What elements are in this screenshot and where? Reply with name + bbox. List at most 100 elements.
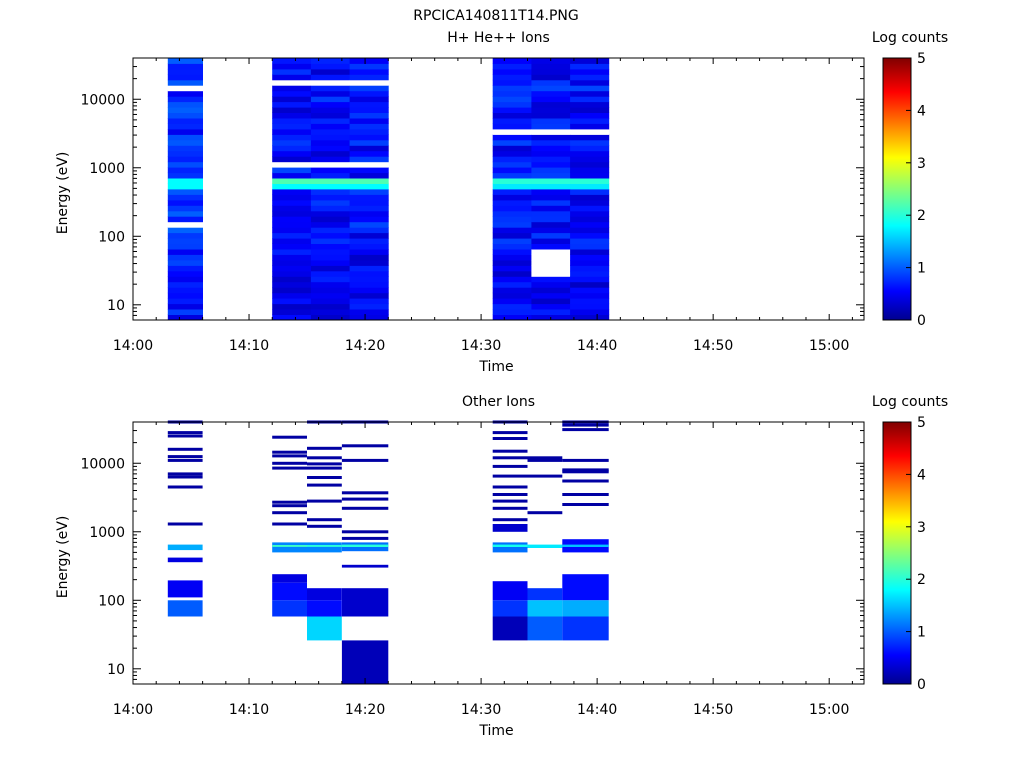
spectrogram-cell bbox=[492, 249, 532, 255]
spectrogram-cell bbox=[272, 101, 312, 108]
spectrogram-cell bbox=[531, 309, 571, 315]
x-tick-label: 14:50 bbox=[693, 702, 733, 718]
spectrogram-cell bbox=[570, 161, 610, 168]
spectrogram-cell bbox=[167, 129, 203, 135]
spectrogram-block bbox=[492, 581, 528, 601]
spectrogram-cell bbox=[272, 129, 312, 135]
spectrogram-cell bbox=[272, 134, 312, 141]
spectrogram-block bbox=[307, 542, 342, 553]
spectrogram-line bbox=[562, 493, 609, 496]
spectrogram-cell bbox=[310, 107, 350, 113]
spectrogram-cells bbox=[167, 420, 609, 684]
panel-title: Other Ions bbox=[462, 394, 535, 410]
y-tick-label: 1000 bbox=[89, 525, 125, 541]
spectrogram-cell bbox=[167, 139, 203, 146]
spectrogram-line bbox=[492, 456, 528, 460]
spectrogram-block bbox=[562, 616, 609, 641]
spectrogram-cell bbox=[531, 243, 571, 250]
spectrogram-cell bbox=[570, 194, 610, 201]
spectrogram-cell bbox=[272, 112, 312, 119]
spectrogram-cell bbox=[531, 281, 571, 288]
spectrogram-cell bbox=[272, 189, 312, 195]
spectrogram-cell bbox=[349, 85, 389, 92]
spectrogram-cell bbox=[492, 68, 532, 75]
colorbar-tick-label: 5 bbox=[917, 415, 926, 431]
spectrogram-cell bbox=[349, 292, 389, 299]
spectrogram-cell bbox=[272, 270, 312, 277]
spectrogram-cell bbox=[492, 150, 532, 157]
spectrogram-cell bbox=[531, 129, 571, 135]
spectrogram-cell bbox=[167, 90, 203, 97]
spectrogram-cell bbox=[492, 276, 532, 283]
spectrogram-cell bbox=[531, 183, 571, 190]
spectrogram-line bbox=[272, 466, 307, 470]
y-axis-label: Energy (eV) bbox=[55, 516, 71, 599]
spectrogram-cell bbox=[349, 199, 389, 206]
spectrogram-cell bbox=[310, 199, 350, 206]
spectrogram-block bbox=[562, 600, 609, 617]
spectrogram-cell bbox=[570, 96, 610, 103]
spectrogram-cell bbox=[531, 270, 571, 277]
spectrogram-cell bbox=[310, 156, 350, 163]
x-tick-label: 14:10 bbox=[229, 338, 269, 354]
spectrogram-cell bbox=[349, 238, 389, 244]
spectrogram-cell bbox=[349, 243, 389, 250]
spectrogram-line bbox=[272, 500, 307, 504]
spectrogram-cell bbox=[492, 287, 532, 294]
spectrogram-cell bbox=[310, 292, 350, 299]
spectrogram-cell bbox=[167, 63, 203, 70]
spectrogram-line bbox=[167, 472, 203, 476]
spectrogram-block bbox=[527, 544, 563, 548]
spectrogram-cell bbox=[492, 161, 532, 168]
spectrogram-cell bbox=[272, 167, 312, 174]
spectrogram-cell bbox=[310, 238, 350, 244]
x-tick-label: 14:00 bbox=[113, 702, 153, 718]
spectrogram-cell bbox=[167, 309, 203, 315]
spectrogram-block bbox=[527, 600, 563, 617]
spectrogram-cell bbox=[492, 139, 532, 146]
spectrogram-line bbox=[167, 455, 203, 459]
y-axis-label: Energy (eV) bbox=[55, 152, 71, 235]
spectrogram-line bbox=[527, 456, 563, 460]
spectrogram-cell bbox=[570, 134, 610, 141]
spectrogram-cell bbox=[531, 150, 571, 157]
spectrogram-cell bbox=[492, 167, 532, 174]
spectrogram-line bbox=[492, 437, 528, 440]
spectrogram-cell bbox=[531, 68, 571, 75]
spectrogram-cell bbox=[310, 194, 350, 201]
spectrogram-cell bbox=[167, 178, 203, 184]
spectrogram-cell bbox=[167, 298, 203, 305]
spectrogram-line bbox=[492, 431, 528, 435]
spectrogram-cell bbox=[310, 96, 350, 103]
spectrogram-cell bbox=[531, 139, 571, 146]
spectrogram-cell bbox=[272, 254, 312, 261]
spectrogram-cell bbox=[349, 96, 389, 103]
spectrogram-line bbox=[492, 464, 528, 468]
spectrogram-cell bbox=[492, 205, 532, 212]
spectrogram-cell bbox=[570, 145, 610, 152]
x-axis-label: Time bbox=[478, 723, 513, 739]
spectrogram-cell bbox=[349, 145, 389, 152]
colorbar bbox=[882, 57, 912, 321]
spectrogram-cell bbox=[531, 189, 571, 195]
y-tick-label: 100 bbox=[98, 229, 125, 245]
spectrogram-cell bbox=[570, 281, 610, 288]
spectrogram-cell bbox=[492, 107, 532, 113]
spectrogram-cell bbox=[349, 189, 389, 195]
spectrogram-line bbox=[341, 458, 389, 462]
spectrogram-cell bbox=[531, 221, 571, 228]
spectrogram-line bbox=[341, 497, 389, 501]
colorbar bbox=[882, 421, 912, 685]
spectrogram-cell bbox=[570, 107, 610, 113]
spectrogram-line bbox=[307, 476, 342, 479]
spectrogram-cell bbox=[310, 221, 350, 228]
spectrogram-line bbox=[307, 483, 342, 487]
spectrogram-cell bbox=[272, 172, 312, 179]
spectrogram-cell bbox=[310, 178, 350, 184]
spectrogram-cell bbox=[531, 63, 571, 70]
spectrogram-cell bbox=[570, 189, 610, 195]
spectrogram-cell bbox=[570, 221, 610, 228]
spectrogram-line bbox=[492, 518, 528, 522]
colorbar-tick-label: 0 bbox=[917, 677, 926, 693]
spectrogram-block bbox=[167, 600, 203, 617]
